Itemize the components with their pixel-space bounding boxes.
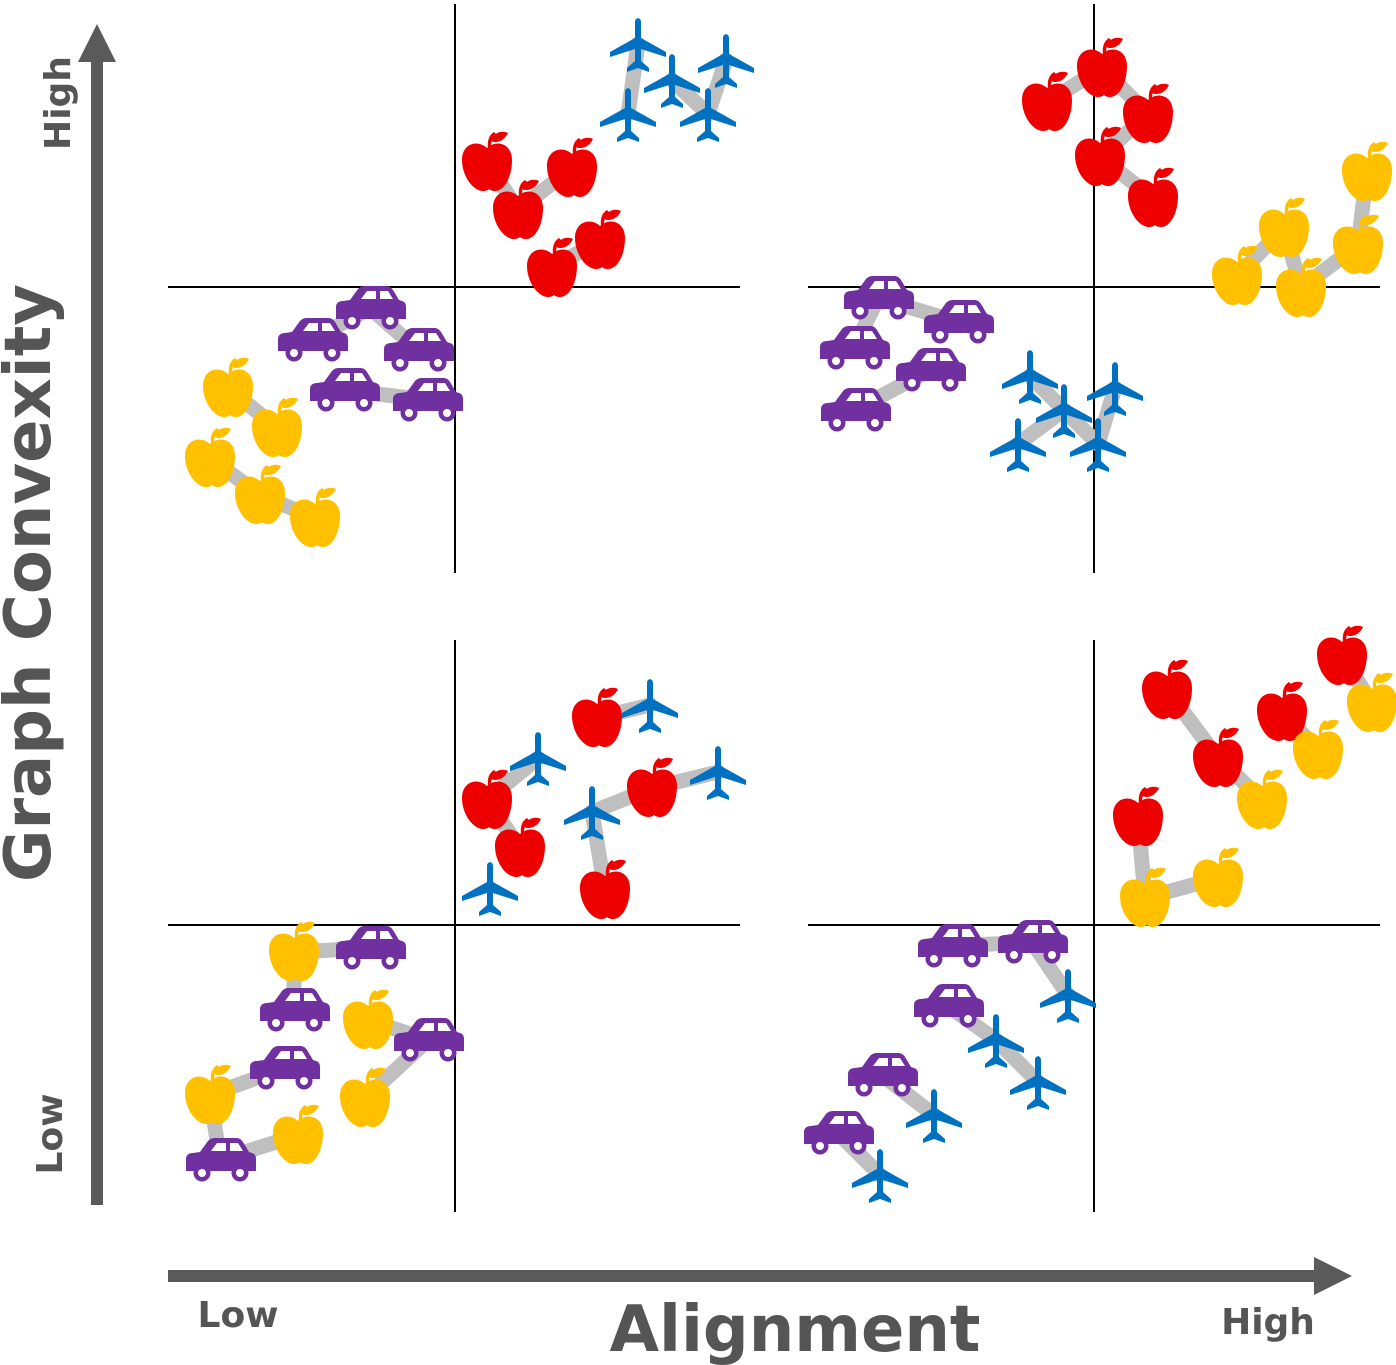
yellow-apple-icon xyxy=(1259,197,1309,257)
car-icon xyxy=(804,1111,874,1155)
y-axis-low-label: Low xyxy=(30,1094,71,1175)
car-icon xyxy=(260,988,330,1032)
yellow-apple-icon xyxy=(1342,141,1392,201)
y-axis-high-label: High xyxy=(38,56,79,150)
yellow-apple-icon xyxy=(185,1064,235,1124)
red-apple-icon xyxy=(1022,71,1072,131)
yellow-apple-icon xyxy=(269,921,319,981)
panel-top-left xyxy=(185,18,754,547)
airplane-icon xyxy=(610,18,666,72)
red-apple-icon xyxy=(1257,681,1307,741)
x-axis-title: Alignment xyxy=(609,1293,980,1365)
x-axis-arrowhead xyxy=(1314,1257,1352,1295)
red-apple-icon xyxy=(1142,659,1192,719)
y-axis xyxy=(78,24,116,1205)
x-axis-low-label: Low xyxy=(198,1295,279,1336)
x-axis-high-label: High xyxy=(1221,1302,1315,1343)
panels xyxy=(185,18,1396,1203)
car-icon xyxy=(918,924,988,968)
car-icon xyxy=(896,348,966,392)
connection-edge xyxy=(988,1032,1046,1090)
car-icon xyxy=(310,368,380,412)
yellow-apple-icon xyxy=(185,427,235,487)
car-icon xyxy=(336,926,406,970)
car-icon xyxy=(820,326,890,370)
panel-top-right xyxy=(820,37,1392,472)
panel-bottom-right xyxy=(804,625,1396,1203)
red-apple-icon xyxy=(547,137,597,197)
airplane-icon xyxy=(698,34,754,88)
yellow-apple-icon xyxy=(343,989,393,1049)
car-icon xyxy=(914,984,984,1028)
car-icon xyxy=(924,300,994,344)
airplane-icon xyxy=(600,88,656,142)
car-icon xyxy=(250,1046,320,1090)
car-icon xyxy=(393,378,463,422)
red-apple-icon xyxy=(627,757,677,817)
red-apple-icon xyxy=(1077,37,1127,98)
red-apple-icon xyxy=(572,687,622,747)
y-axis-arrowhead xyxy=(78,24,116,62)
car-icon xyxy=(336,286,406,330)
red-apple-icon xyxy=(527,237,577,297)
airplane-icon xyxy=(564,786,620,840)
red-apple-icon xyxy=(575,209,625,269)
car-icon xyxy=(998,920,1068,964)
y-axis-title: Graph Convexity xyxy=(0,284,66,882)
yellow-apple-icon xyxy=(1193,847,1243,907)
yellow-apple-icon xyxy=(203,357,253,417)
red-apple-icon xyxy=(1317,625,1367,685)
panel-bottom-left xyxy=(185,679,746,1182)
car-icon xyxy=(848,1053,918,1097)
airplane-icon xyxy=(1087,362,1143,416)
red-apple-icon xyxy=(462,131,512,191)
yellow-apple-icon xyxy=(273,1104,323,1164)
yellow-apple-icon xyxy=(290,487,340,547)
red-apple-icon xyxy=(1113,786,1163,846)
x-axis xyxy=(168,1257,1352,1295)
